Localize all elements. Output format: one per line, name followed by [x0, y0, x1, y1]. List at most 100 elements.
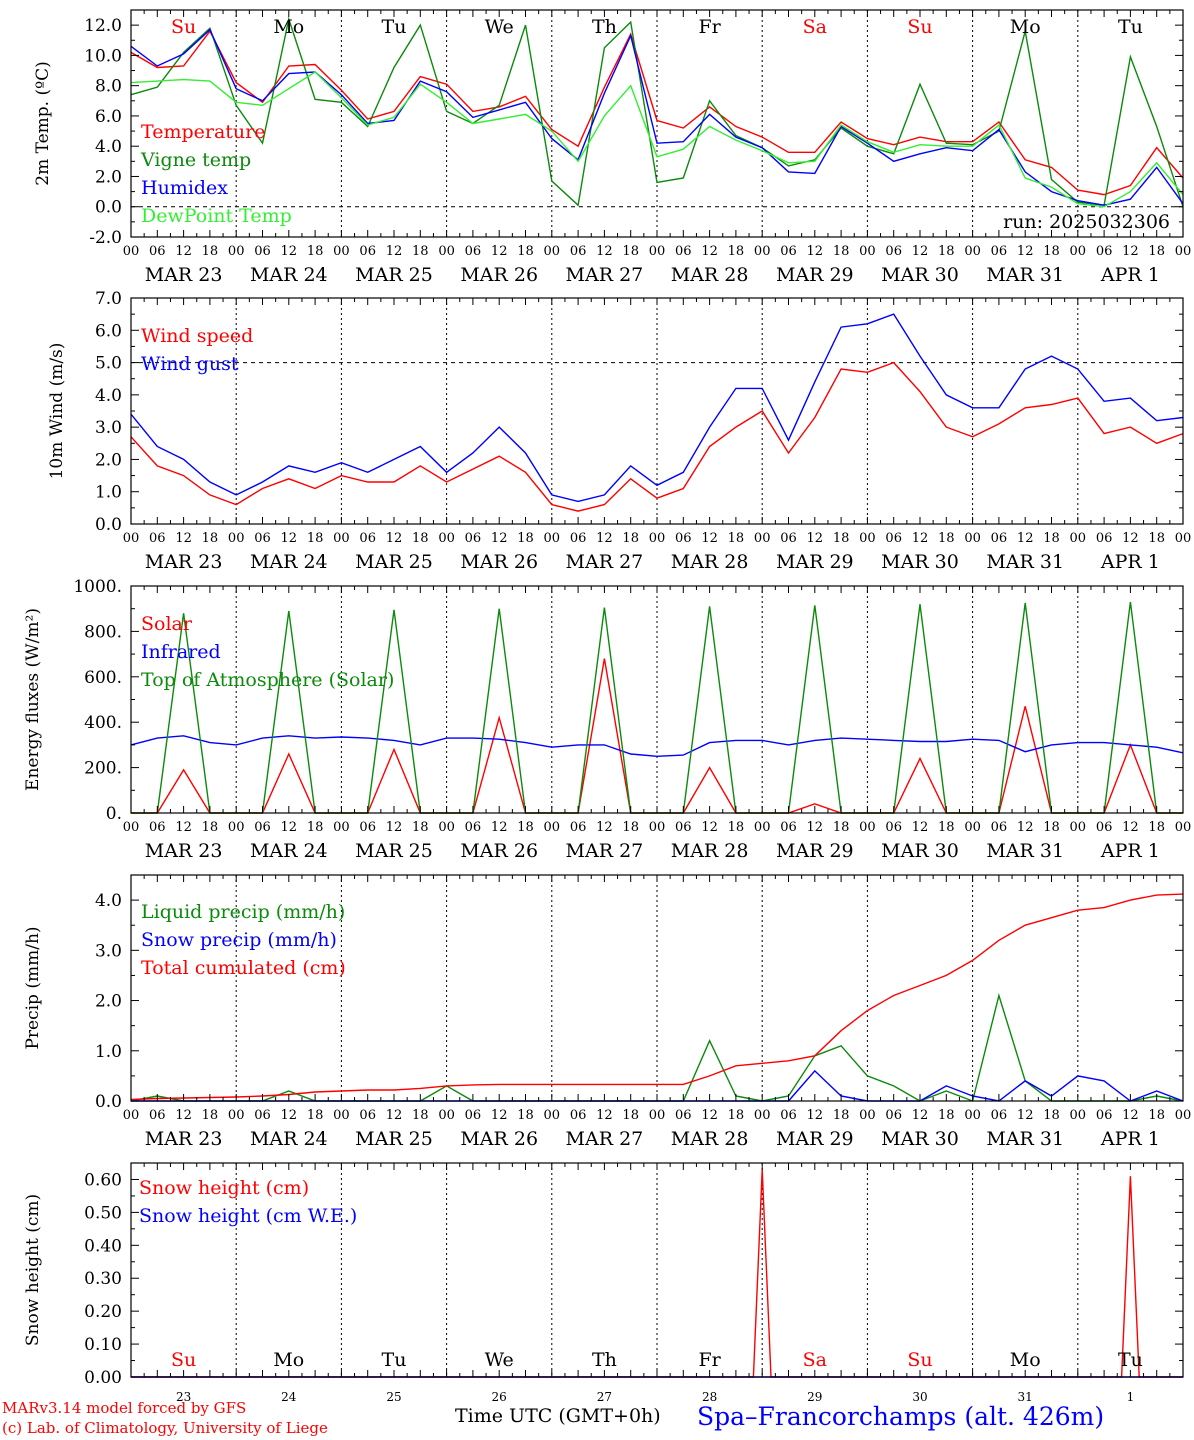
- weekday-name: We: [485, 16, 514, 38]
- hour-tick-label: 00: [649, 244, 666, 259]
- footer-model: MARv3.14 model forced by GFS: [2, 1399, 247, 1417]
- hour-tick-label: 12: [1122, 531, 1139, 546]
- y-tick-label: 0.50: [84, 1203, 122, 1223]
- hour-tick-label: 06: [254, 244, 271, 259]
- hour-tick-label: 12: [1017, 1108, 1034, 1123]
- hour-tick-label: 06: [570, 531, 587, 546]
- hour-tick-label: 06: [570, 820, 587, 835]
- hour-tick-label: 18: [938, 820, 955, 835]
- hour-tick-label: 00: [228, 820, 245, 835]
- hour-tick-label: 18: [517, 1108, 534, 1123]
- hour-tick-label: 18: [307, 531, 324, 546]
- hour-tick-label: 00: [1175, 1108, 1192, 1123]
- day-label: MAR 28: [671, 840, 749, 862]
- hour-tick-label: 18: [307, 244, 324, 259]
- day-number: 25: [386, 1390, 401, 1404]
- y-tick-label: 1000.: [73, 577, 122, 597]
- weekday-name: Mo: [1010, 1349, 1041, 1371]
- day-label: MAR 23: [145, 1128, 223, 1150]
- day-label: MAR 28: [671, 264, 749, 286]
- day-label: MAR 26: [460, 840, 538, 862]
- weekday-name: Fr: [698, 16, 721, 38]
- hour-tick-label: 06: [254, 820, 271, 835]
- hour-tick-label: 12: [386, 531, 403, 546]
- day-label: MAR 27: [566, 264, 644, 286]
- hour-tick-label: 06: [359, 1108, 376, 1123]
- hour-tick-label: 18: [728, 820, 745, 835]
- y-tick-label: 0.00: [84, 1368, 122, 1388]
- weekday-name: Mo: [273, 16, 304, 38]
- hour-tick-label: 06: [1096, 531, 1113, 546]
- y-axis-label: 10m Wind (m/s): [47, 343, 67, 480]
- y-tick-label: 1.0: [95, 483, 122, 503]
- day-label: MAR 29: [776, 840, 854, 862]
- hour-tick-label: 00: [649, 531, 666, 546]
- day-label: MAR 29: [776, 551, 854, 573]
- hour-tick-label: 18: [517, 244, 534, 259]
- y-axis-label: Snow height (cm): [23, 1194, 43, 1346]
- hour-tick-label: 12: [175, 1108, 192, 1123]
- hour-tick-label: 18: [1148, 244, 1165, 259]
- hour-tick-label: 18: [1148, 1108, 1165, 1123]
- hour-tick-label: 12: [1017, 531, 1034, 546]
- hour-tick-label: 12: [701, 1108, 718, 1123]
- hour-tick-label: 00: [333, 531, 350, 546]
- y-tick-label: 6.0: [95, 107, 122, 127]
- hour-tick-label: 12: [807, 820, 824, 835]
- hour-tick-label: 00: [228, 1108, 245, 1123]
- hour-tick-label: 06: [359, 244, 376, 259]
- hour-tick-label: 00: [438, 820, 455, 835]
- day-label: MAR 24: [250, 551, 328, 573]
- hour-tick-label: 00: [438, 531, 455, 546]
- y-tick-label: 10.0: [84, 46, 122, 66]
- y-tick-label: 2.0: [95, 450, 122, 470]
- hour-tick-label: 00: [649, 820, 666, 835]
- y-tick-label: 0.0: [95, 1092, 122, 1112]
- hour-tick-label: 00: [859, 1108, 876, 1123]
- hour-tick-label: 12: [701, 820, 718, 835]
- legend-entry: DewPoint Temp: [141, 205, 292, 227]
- y-tick-label: 0.30: [84, 1269, 122, 1289]
- hour-tick-label: 00: [1175, 244, 1192, 259]
- day-number: 27: [597, 1390, 612, 1404]
- day-label: MAR 29: [776, 1128, 854, 1150]
- hour-tick-label: 06: [149, 531, 166, 546]
- hour-tick-label: 00: [964, 820, 981, 835]
- day-label: APR 1: [1100, 551, 1160, 573]
- weekday-name: Su: [171, 1349, 196, 1371]
- weekday-name: Mo: [1010, 16, 1041, 38]
- weekday-name: We: [485, 1349, 514, 1371]
- hour-tick-label: 18: [202, 244, 219, 259]
- series-line-2: [130, 313, 1184, 503]
- hour-tick-label: 06: [465, 531, 482, 546]
- hour-tick-label: 18: [833, 531, 850, 546]
- hour-tick-label: 12: [1122, 244, 1139, 259]
- hour-tick-label: 12: [596, 531, 613, 546]
- hour-tick-label: 18: [517, 820, 534, 835]
- hour-tick-label: 12: [807, 1108, 824, 1123]
- hour-tick-label: 06: [780, 244, 797, 259]
- hour-tick-label: 06: [149, 820, 166, 835]
- y-tick-label: 4.0: [95, 386, 122, 406]
- series-line-1: [130, 361, 1184, 512]
- day-label: MAR 24: [250, 840, 328, 862]
- hour-tick-label: 12: [596, 1108, 613, 1123]
- day-label: MAR 30: [881, 264, 959, 286]
- hour-tick-label: 12: [701, 531, 718, 546]
- legend-entry: Wind gust: [141, 353, 239, 375]
- legend-entry: Total cumulated (cm): [141, 957, 346, 979]
- hour-tick-label: 18: [622, 1108, 639, 1123]
- footer-time-label: Time UTC (GMT+0h): [455, 1405, 661, 1427]
- y-tick-label: 8.0: [95, 77, 122, 97]
- y-axis-label: Precip (mm/h): [23, 926, 43, 1049]
- hour-tick-label: 06: [780, 531, 797, 546]
- hour-tick-label: 00: [123, 1108, 140, 1123]
- y-tick-label: 12.0: [84, 16, 122, 36]
- hour-tick-label: 18: [833, 1108, 850, 1123]
- hour-tick-label: 00: [333, 820, 350, 835]
- hour-tick-label: 06: [675, 820, 692, 835]
- panel-4: 00 06 12 18 00 06 12 18 00 06 12 18 00 06 12 18 00 06 12 18…: [23, 874, 1192, 1150]
- y-tick-label: 4.0: [95, 891, 122, 911]
- hour-tick-label: 06: [570, 1108, 587, 1123]
- hour-tick-label: 12: [386, 820, 403, 835]
